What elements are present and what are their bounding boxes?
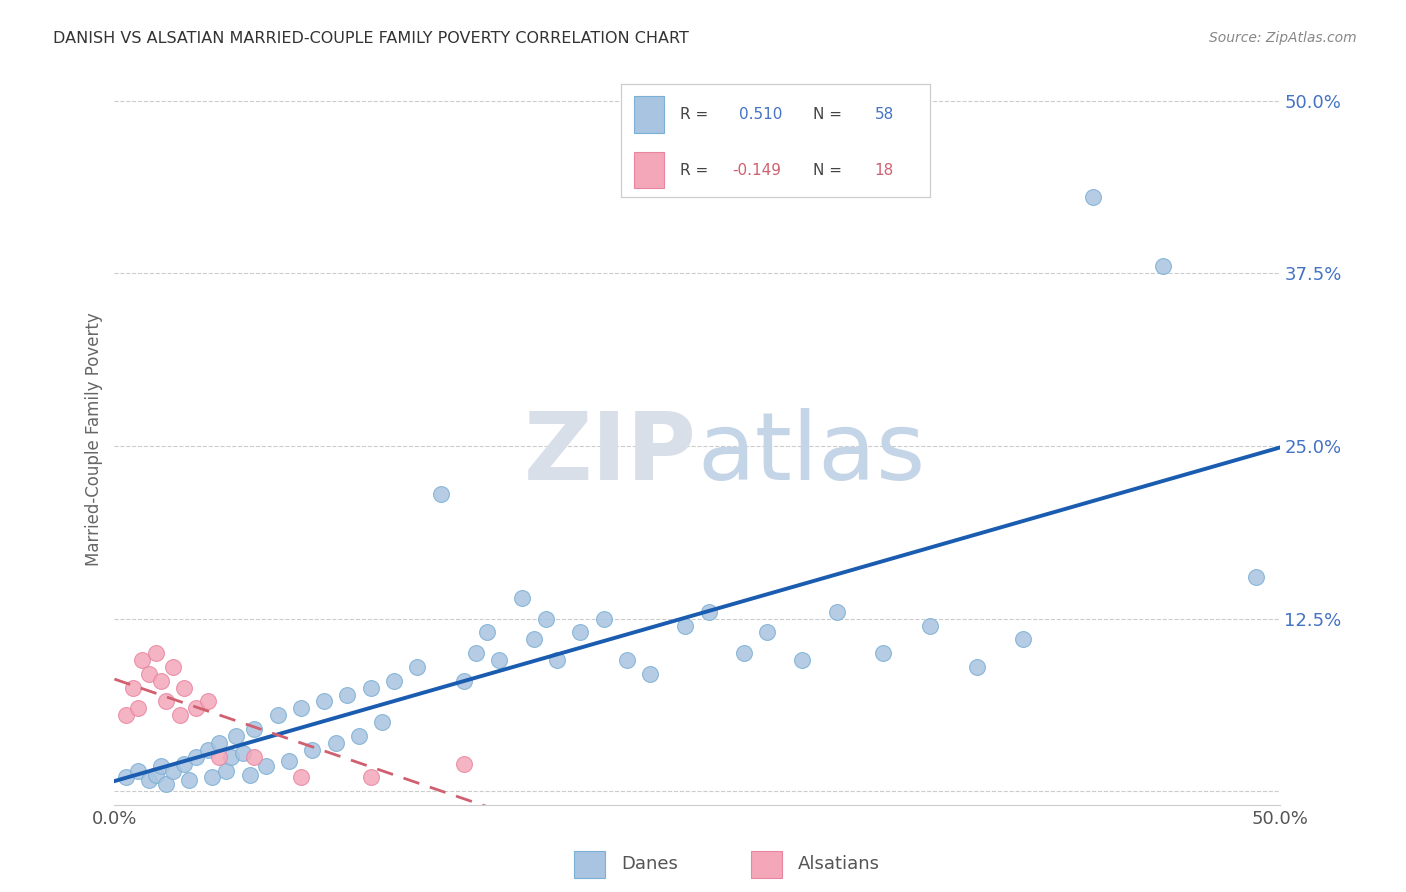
Point — [131, 653, 153, 667]
Point — [640, 666, 662, 681]
Point — [592, 611, 614, 625]
Point — [673, 618, 696, 632]
Point — [406, 660, 429, 674]
Text: Alsatians: Alsatians — [799, 855, 880, 873]
Point — [336, 688, 359, 702]
Point — [314, 694, 336, 708]
Point — [429, 487, 451, 501]
Point — [150, 673, 173, 688]
Point — [208, 736, 231, 750]
Point — [453, 756, 475, 771]
Point — [966, 660, 988, 674]
Point — [510, 591, 533, 605]
Text: atlas: atlas — [697, 408, 925, 500]
Text: ZIP: ZIP — [524, 408, 697, 500]
Point — [197, 743, 219, 757]
Point — [201, 771, 224, 785]
Point — [697, 605, 720, 619]
Point — [138, 666, 160, 681]
Point — [733, 646, 755, 660]
Point — [546, 653, 568, 667]
Point — [145, 646, 167, 660]
Point — [184, 749, 207, 764]
FancyBboxPatch shape — [574, 851, 605, 878]
Point — [225, 729, 247, 743]
Point — [616, 653, 638, 667]
Point — [825, 605, 848, 619]
Point — [1012, 632, 1035, 647]
FancyBboxPatch shape — [751, 851, 782, 878]
Point — [523, 632, 546, 647]
Y-axis label: Married-Couple Family Poverty: Married-Couple Family Poverty — [86, 312, 103, 566]
Point — [790, 653, 813, 667]
Point — [239, 767, 262, 781]
Point — [301, 743, 323, 757]
Point — [155, 777, 177, 791]
Point — [162, 660, 184, 674]
Point — [254, 759, 277, 773]
Point — [219, 749, 242, 764]
Point — [145, 767, 167, 781]
Point — [382, 673, 405, 688]
Point — [325, 736, 347, 750]
Point — [215, 764, 238, 778]
Text: DANISH VS ALSATIAN MARRIED-COUPLE FAMILY POVERTY CORRELATION CHART: DANISH VS ALSATIAN MARRIED-COUPLE FAMILY… — [53, 31, 689, 46]
Point — [371, 715, 394, 730]
Point — [464, 646, 486, 660]
Point — [488, 653, 510, 667]
Point — [208, 749, 231, 764]
Point — [173, 756, 195, 771]
Point — [266, 708, 288, 723]
Point — [477, 625, 499, 640]
Point — [872, 646, 894, 660]
Point — [127, 764, 149, 778]
Point — [360, 681, 382, 695]
Point — [534, 611, 557, 625]
Point — [169, 708, 191, 723]
Point — [127, 701, 149, 715]
Point — [243, 749, 266, 764]
Point — [155, 694, 177, 708]
Point — [1244, 570, 1267, 584]
Point — [243, 722, 266, 736]
Point — [360, 771, 382, 785]
Point — [918, 618, 941, 632]
Point — [162, 764, 184, 778]
Point — [290, 771, 312, 785]
Point — [347, 729, 370, 743]
Point — [173, 681, 195, 695]
Point — [290, 701, 312, 715]
Text: Danes: Danes — [621, 855, 678, 873]
Point — [232, 746, 254, 760]
Point — [138, 773, 160, 788]
Point — [184, 701, 207, 715]
Point — [122, 681, 145, 695]
Point — [569, 625, 592, 640]
Point — [177, 773, 200, 788]
Point — [755, 625, 778, 640]
Point — [1081, 190, 1104, 204]
Point — [197, 694, 219, 708]
Point — [278, 754, 301, 768]
Point — [1152, 260, 1174, 274]
Point — [115, 771, 138, 785]
Point — [150, 759, 173, 773]
Point — [453, 673, 475, 688]
Point — [115, 708, 138, 723]
Text: Source: ZipAtlas.com: Source: ZipAtlas.com — [1209, 31, 1357, 45]
